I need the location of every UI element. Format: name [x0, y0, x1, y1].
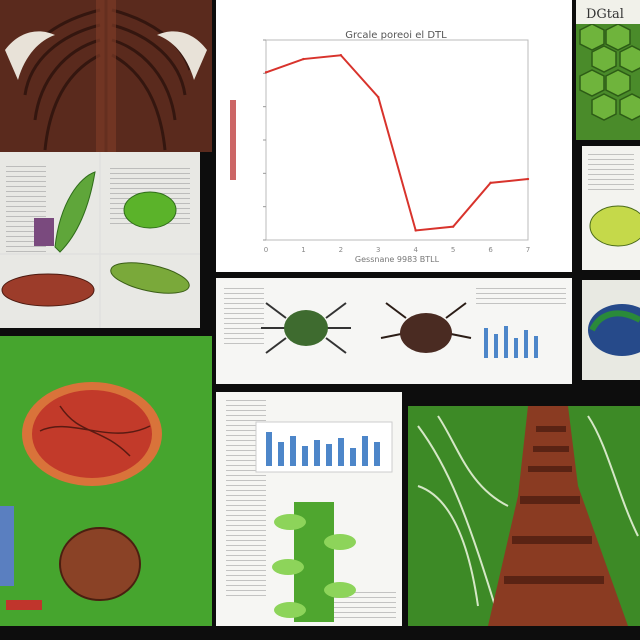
stem-drawing	[255, 421, 393, 622]
blue-beetle-tile	[582, 280, 640, 380]
stem-document-panel	[216, 392, 402, 626]
plant-documents-panel	[0, 152, 200, 328]
leaf-bark-drawing	[408, 406, 640, 626]
ribcage-illustration	[0, 0, 212, 152]
x-tick-label: 3	[376, 246, 380, 254]
green-cells-tile: DGtal	[576, 0, 640, 140]
y-axis-label-smudge	[230, 100, 236, 180]
blue-beetle-drawing	[588, 304, 640, 356]
x-axis-ticks: 0 1 2 3 4 5 6 7	[264, 54, 530, 254]
x-tick-label: 7	[526, 246, 530, 254]
top-right-label: DGtal	[586, 7, 624, 22]
series-line	[265, 54, 529, 232]
green-cell-tile	[0, 336, 212, 626]
line-chart-panel: Grcale poreoi el DTL 0 1 2 3 4 5 6 7 Gessnane 9…	[216, 0, 572, 272]
plant-drawings	[0, 152, 200, 328]
line-chart: Grcale poreoi el DTL 0 1 2 3 4 5 6 7 Gessnane 9…	[230, 30, 530, 264]
leaf-bark-tile	[408, 406, 640, 626]
x-tick-label: 6	[488, 246, 493, 254]
x-tick-label: 4	[413, 246, 418, 254]
x-tick-label: 2	[339, 246, 343, 254]
insect-drawings	[261, 302, 538, 358]
insect-documents-panel	[216, 278, 572, 384]
x-tick-label: 0	[264, 246, 268, 254]
x-axis-label: Gessnane 9983 BTLL	[355, 255, 440, 264]
green-cells-drawing: DGtal	[576, 0, 640, 140]
x-tick-label: 1	[301, 246, 305, 254]
ribcage-drawing	[0, 0, 212, 152]
x-tick-label: 5	[451, 246, 455, 254]
chart-title: Grcale poreoi el DTL	[345, 30, 447, 41]
green-cell-drawing	[0, 336, 212, 626]
plot-frame	[265, 39, 529, 241]
leaf-document-right	[582, 146, 640, 270]
leaf-drawing-right	[589, 205, 640, 247]
